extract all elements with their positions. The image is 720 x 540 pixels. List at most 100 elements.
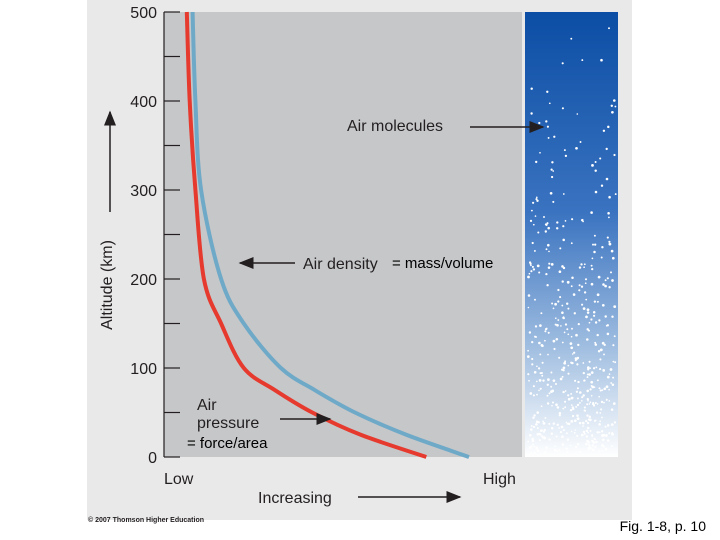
molecule-dot (541, 361, 544, 364)
molecule-dot (532, 425, 536, 429)
molecule-dot (583, 266, 585, 269)
molecule-dot (585, 298, 588, 301)
molecule-dot (608, 400, 611, 402)
molecule-dot (603, 387, 607, 391)
molecule-dot (600, 184, 604, 187)
molecule-dot (582, 371, 585, 375)
molecule-dot (603, 445, 606, 448)
molecule-dot (574, 359, 577, 362)
molecule-dot (544, 450, 547, 453)
molecule-dot (539, 433, 542, 436)
molecule-dot (535, 160, 538, 164)
molecule-dot (566, 438, 570, 441)
molecule-dot (539, 324, 542, 327)
molecule-dot (545, 272, 548, 276)
molecule-dot (535, 423, 538, 426)
molecule-dot (579, 391, 582, 394)
molecule-dot (611, 110, 614, 114)
molecule-dot (549, 191, 553, 195)
molecule-dot (537, 231, 540, 234)
molecule-dot (569, 342, 573, 345)
molecule-dot (593, 437, 596, 440)
molecule-dot (566, 328, 569, 331)
molecule-dot (528, 379, 530, 382)
molecule-dot (604, 279, 607, 282)
molecule-dot (561, 107, 564, 110)
molecule-dot (594, 161, 597, 163)
molecule-dot (536, 427, 539, 430)
molecule-dot (593, 234, 596, 237)
molecule-dot (606, 277, 609, 280)
molecule-dot (594, 445, 597, 448)
molecule-dot (586, 421, 590, 425)
molecule-dot (608, 373, 611, 375)
molecule-dot (564, 220, 567, 222)
molecule-dot (554, 317, 557, 320)
molecule-dot (590, 318, 593, 321)
molecule-dot (542, 379, 545, 382)
molecule-dot (605, 147, 608, 151)
molecule-dot (530, 425, 533, 427)
molecule-dot (566, 422, 569, 425)
molecule-dot (559, 377, 563, 381)
molecule-dot (612, 376, 615, 379)
molecule-dot (586, 439, 589, 443)
molecule-dot (575, 333, 578, 337)
molecule-dot (544, 339, 546, 342)
molecule-dot (570, 420, 574, 423)
molecule-dot (613, 153, 616, 157)
molecule-dot (591, 434, 594, 437)
molecule-dot (544, 223, 547, 226)
molecule-dot (594, 169, 597, 172)
y-axis-label: Altitude (km) (99, 240, 116, 330)
molecule-dot (558, 270, 562, 274)
molecule-dot (540, 312, 543, 315)
molecule-dot (601, 444, 604, 447)
molecule-dot (530, 445, 533, 448)
molecule-dot (571, 406, 574, 409)
molecule-dot (543, 428, 546, 432)
molecule-dot (604, 425, 607, 428)
molecule-dot (581, 421, 585, 425)
molecule-dot (543, 216, 545, 218)
molecule-dot (550, 426, 554, 430)
molecule-dot (586, 426, 590, 430)
molecule-dot (590, 211, 593, 214)
molecule-dot (576, 414, 579, 417)
molecule-dot (599, 368, 602, 371)
molecule-dot (586, 414, 589, 417)
molecule-dot (554, 302, 557, 306)
molecule-dot (602, 369, 606, 372)
molecule-dot (567, 333, 570, 336)
molecule-dot (588, 415, 592, 419)
molecule-dot (550, 385, 553, 388)
molecule-dot (601, 449, 604, 452)
molecule-dot (562, 429, 565, 432)
molecule-dot (588, 418, 592, 422)
molecule-dot (552, 422, 556, 425)
molecule-dot (593, 314, 596, 317)
molecule-dot (565, 302, 569, 305)
molecule-dot (539, 151, 541, 154)
molecule-dot (570, 37, 573, 40)
molecule-dot (564, 323, 568, 326)
molecule-dot (589, 429, 592, 432)
molecule-dot (578, 289, 581, 292)
molecule-dot (596, 403, 599, 405)
molecule-dot (561, 443, 565, 446)
molecule-dot (611, 279, 614, 282)
molecule-dot (587, 446, 591, 450)
molecule-dot (605, 398, 608, 401)
molecule-dot (527, 373, 530, 376)
molecule-dot (598, 423, 601, 426)
molecule-dot (595, 440, 598, 444)
molecule-dot (576, 434, 579, 437)
y-tick-label: 500 (130, 5, 157, 22)
molecule-dot (533, 445, 536, 448)
molecule-dot (594, 343, 598, 346)
molecule-dot (608, 216, 610, 219)
molecule-dot (580, 263, 583, 266)
molecule-dot (577, 322, 580, 326)
molecule-dot (597, 275, 601, 279)
molecule-dot (531, 437, 534, 441)
